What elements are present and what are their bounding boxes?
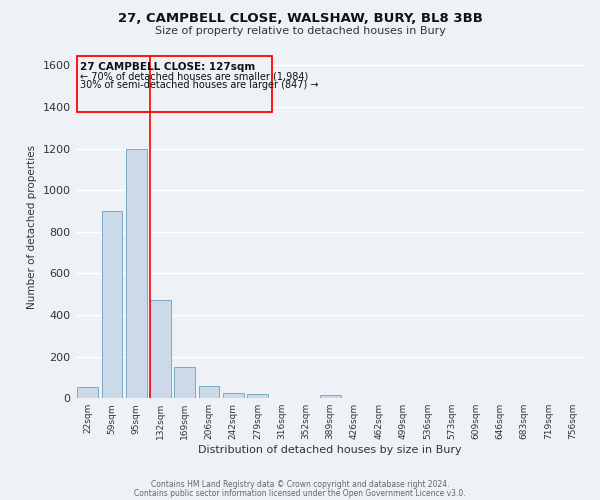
Text: 27 CAMPBELL CLOSE: 127sqm: 27 CAMPBELL CLOSE: 127sqm	[80, 62, 256, 72]
Bar	[199, 386, 219, 398]
Bar	[77, 387, 98, 398]
Y-axis label: Number of detached properties: Number of detached properties	[27, 144, 37, 308]
Bar	[320, 395, 341, 398]
Bar	[101, 211, 122, 398]
Bar	[247, 394, 268, 398]
Text: Contains HM Land Registry data © Crown copyright and database right 2024.: Contains HM Land Registry data © Crown c…	[151, 480, 449, 489]
Text: 30% of semi-detached houses are larger (847) →: 30% of semi-detached houses are larger (…	[80, 80, 319, 90]
FancyBboxPatch shape	[77, 56, 272, 112]
X-axis label: Distribution of detached houses by size in Bury: Distribution of detached houses by size …	[199, 445, 462, 455]
Text: ← 70% of detached houses are smaller (1,984): ← 70% of detached houses are smaller (1,…	[80, 72, 308, 82]
Text: Contains public sector information licensed under the Open Government Licence v3: Contains public sector information licen…	[134, 488, 466, 498]
Text: 27, CAMPBELL CLOSE, WALSHAW, BURY, BL8 3BB: 27, CAMPBELL CLOSE, WALSHAW, BURY, BL8 3…	[118, 12, 482, 26]
Bar	[223, 393, 244, 398]
Text: Size of property relative to detached houses in Bury: Size of property relative to detached ho…	[155, 26, 445, 36]
Bar	[126, 148, 146, 398]
Bar	[150, 300, 171, 398]
Bar	[175, 367, 195, 398]
